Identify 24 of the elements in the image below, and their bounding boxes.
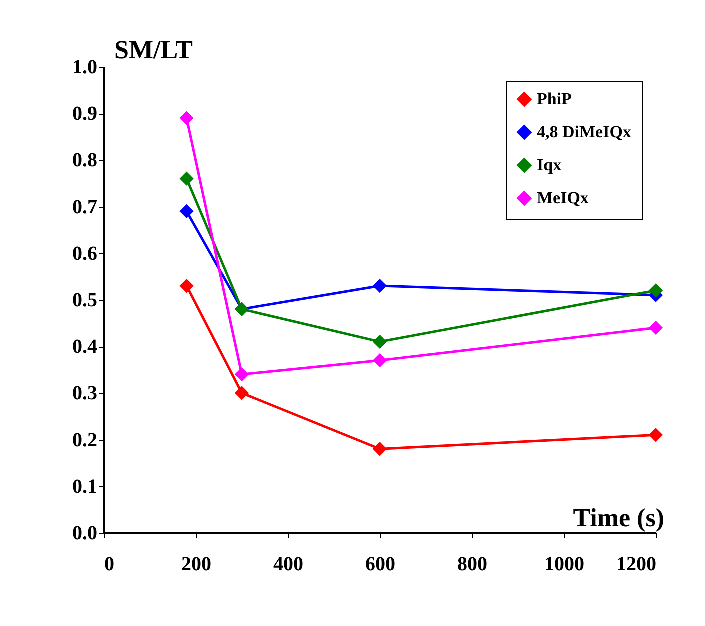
x-axis-title: Time (s) [573, 504, 664, 532]
y-tick-label: 0.7 [72, 196, 98, 218]
y-tick-label: 0.0 [72, 522, 98, 544]
x-tick-label: 1200 [616, 554, 656, 576]
legend-label: Iqx [537, 156, 562, 174]
x-tick-label: 400 [274, 554, 304, 576]
x-tick-label: 1000 [544, 554, 584, 576]
x-tick-label: 0 [104, 554, 114, 576]
legend-label: 4,8 DiMeIQx [537, 122, 632, 142]
y-tick-label: 0.4 [72, 336, 98, 358]
y-tick-label: 0.2 [72, 429, 98, 452]
x-tick-label: 800 [458, 554, 488, 576]
y-tick-label: 0.3 [72, 382, 98, 405]
y-axis-title: SM/LT [114, 36, 194, 64]
x-tick-label: 600 [366, 554, 396, 576]
y-tick-label: 1.0 [72, 56, 98, 78]
y-tick-label: 0.6 [72, 242, 98, 265]
y-tick-label: 0.5 [72, 290, 98, 312]
legend-label: PhiP [537, 90, 572, 108]
legend-label: MeIQx [537, 188, 590, 208]
y-tick-label: 0.9 [72, 103, 98, 126]
y-tick-label: 0.1 [72, 476, 98, 498]
x-tick-label: 200 [182, 554, 212, 576]
y-tick-label: 0.8 [72, 150, 98, 172]
